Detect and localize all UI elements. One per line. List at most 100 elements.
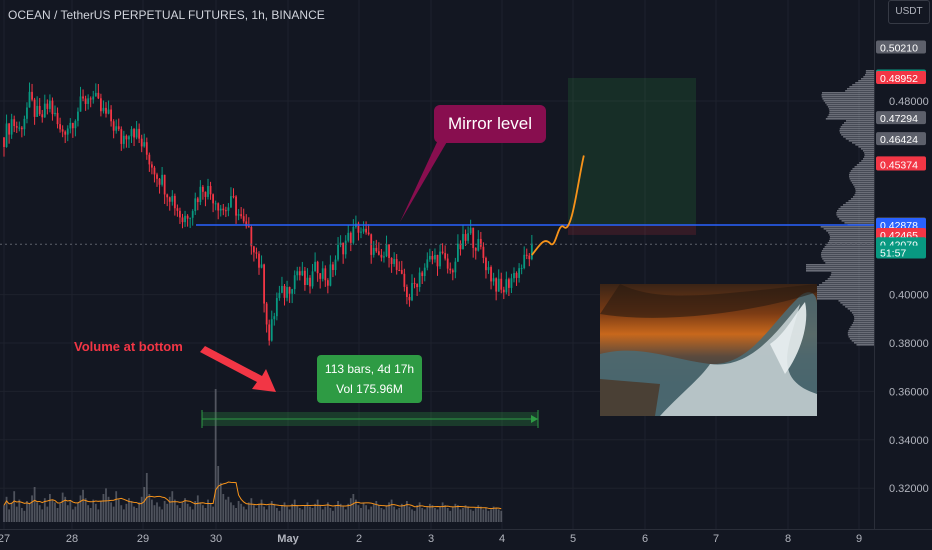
candle-body — [349, 232, 352, 243]
profile-bar — [822, 98, 874, 100]
profile-bar — [806, 270, 874, 272]
candle-body — [510, 278, 513, 288]
volume-bar — [469, 509, 472, 522]
profile-bar — [852, 196, 874, 198]
candle-body — [459, 243, 462, 250]
volume-bar — [434, 508, 436, 522]
candle-body — [477, 238, 480, 251]
stop-zone — [568, 224, 696, 235]
profile-bar — [850, 198, 874, 200]
candle-body — [84, 98, 87, 104]
volume-bar — [474, 508, 477, 522]
volume-bar — [393, 506, 396, 522]
profile-bar — [839, 130, 874, 132]
volume-bar — [181, 502, 184, 522]
currency-selector[interactable]: USDT — [888, 0, 930, 24]
candle-body — [173, 195, 176, 209]
profile-bar — [851, 182, 874, 184]
candle-body — [176, 208, 179, 211]
profile-bar — [823, 260, 874, 262]
time-tick: 9 — [856, 533, 862, 545]
volume-bar — [138, 502, 141, 522]
volume-bar — [446, 508, 449, 522]
candle-body — [291, 289, 294, 294]
volume-bar — [3, 505, 5, 522]
volume-bar — [497, 509, 500, 522]
candle-body — [342, 242, 345, 255]
profile-bar — [856, 344, 874, 346]
candle-body — [421, 272, 424, 277]
price-label-bg — [876, 132, 926, 146]
candle-body — [347, 232, 350, 241]
candle-body — [102, 107, 105, 112]
profile-bar — [828, 108, 874, 110]
volume-bar — [196, 495, 199, 522]
volume-bar — [314, 503, 316, 522]
candle-body — [301, 270, 304, 276]
candle-body — [253, 246, 255, 253]
profile-bar — [840, 206, 874, 208]
price-label: 0.47294 — [880, 113, 918, 125]
price-label-bg — [876, 111, 926, 125]
candle-body — [89, 98, 92, 100]
profile-bar — [820, 226, 874, 228]
volume-bar — [179, 508, 181, 522]
volume-bar — [112, 506, 115, 522]
profile-bar — [849, 328, 874, 330]
profile-bar — [850, 170, 874, 172]
candle-body — [227, 207, 230, 211]
volume-bar — [342, 506, 345, 522]
candle-body — [472, 227, 475, 248]
time-axis[interactable]: 27 28 29 30 May 2 3 4 5 6 7 8 9 — [0, 533, 862, 545]
price-axis[interactable]: 0.32000 0.34000 0.36000 0.38000 0.40000 0.480… — [876, 40, 929, 496]
volume-bar — [38, 505, 41, 522]
candle-body — [398, 269, 401, 271]
volume-bar — [23, 510, 26, 522]
mirror-level-label[interactable]: Mirror level — [434, 105, 546, 143]
candle-body — [270, 319, 273, 341]
candle-body — [115, 126, 118, 131]
candle-body — [204, 191, 207, 197]
candle-body — [82, 96, 84, 99]
volume-bar — [230, 502, 232, 522]
candle-body — [487, 267, 490, 271]
candle-body — [395, 259, 398, 270]
time-tick: 28 — [66, 533, 78, 545]
volume-bar — [100, 501, 102, 522]
volume-bar — [416, 505, 418, 522]
profile-bar — [854, 186, 874, 188]
chart-title: OCEAN / TetherUS PERPETUAL FUTURES, 1h, … — [8, 8, 325, 22]
candle-body — [158, 178, 161, 185]
profile-bar — [818, 284, 874, 286]
candle-body — [250, 227, 253, 247]
profile-bar — [855, 188, 874, 190]
volume-note-label[interactable]: Volume at bottom — [74, 339, 183, 354]
profile-bar — [852, 142, 874, 144]
volume-bar — [247, 502, 250, 522]
volume-bar — [133, 506, 135, 522]
volume-bar — [105, 488, 107, 522]
candle-body — [304, 270, 306, 286]
candle-body — [179, 210, 181, 218]
profile-bar — [849, 172, 874, 174]
profile-bar — [855, 192, 874, 194]
candle-body — [232, 196, 235, 198]
profile-bar — [845, 202, 874, 204]
volume-bar — [418, 502, 421, 522]
volume-bar — [309, 506, 311, 522]
volume-bar — [219, 482, 222, 522]
measure-info-box[interactable]: 113 bars, 4d 17h Vol 175.96M — [317, 355, 422, 403]
candle-body — [311, 271, 314, 287]
candle-body — [133, 129, 135, 138]
candle-body — [502, 289, 505, 293]
measure-range[interactable] — [201, 410, 539, 428]
candle-body — [258, 253, 260, 268]
price-tick: 0.38000 — [889, 338, 929, 350]
volume-bar — [375, 501, 378, 522]
candle-body — [49, 100, 51, 109]
volume-bar — [61, 492, 64, 522]
volume-bar — [107, 496, 110, 522]
tsunami-wave-image[interactable] — [600, 284, 817, 416]
volume-bar — [166, 503, 169, 522]
